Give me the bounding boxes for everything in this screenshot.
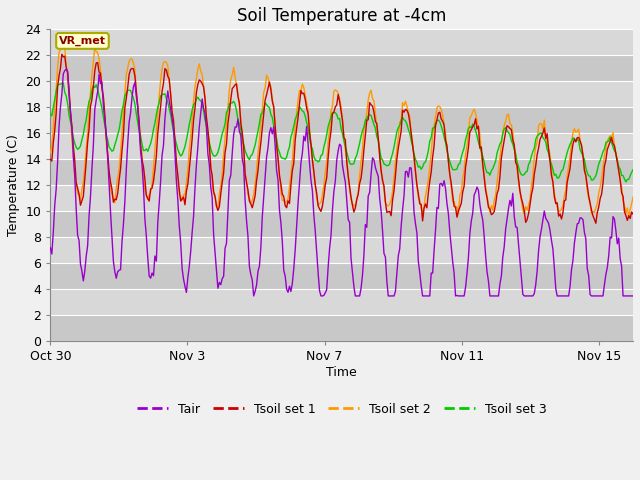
Bar <box>51 264 633 289</box>
Bar <box>51 81 633 108</box>
Bar <box>51 238 633 264</box>
Bar <box>51 108 633 133</box>
Bar <box>51 29 633 55</box>
Bar <box>51 133 633 159</box>
Bar <box>51 211 633 238</box>
Bar <box>51 289 633 315</box>
X-axis label: Time: Time <box>326 366 357 379</box>
Y-axis label: Temperature (C): Temperature (C) <box>7 134 20 236</box>
Title: Soil Temperature at -4cm: Soil Temperature at -4cm <box>237 7 447 25</box>
Bar <box>51 315 633 341</box>
Text: VR_met: VR_met <box>59 36 106 46</box>
Bar <box>51 55 633 81</box>
Bar <box>51 159 633 185</box>
Legend: Tair, Tsoil set 1, Tsoil set 2, Tsoil set 3: Tair, Tsoil set 1, Tsoil set 2, Tsoil se… <box>132 397 552 420</box>
Bar <box>51 185 633 211</box>
